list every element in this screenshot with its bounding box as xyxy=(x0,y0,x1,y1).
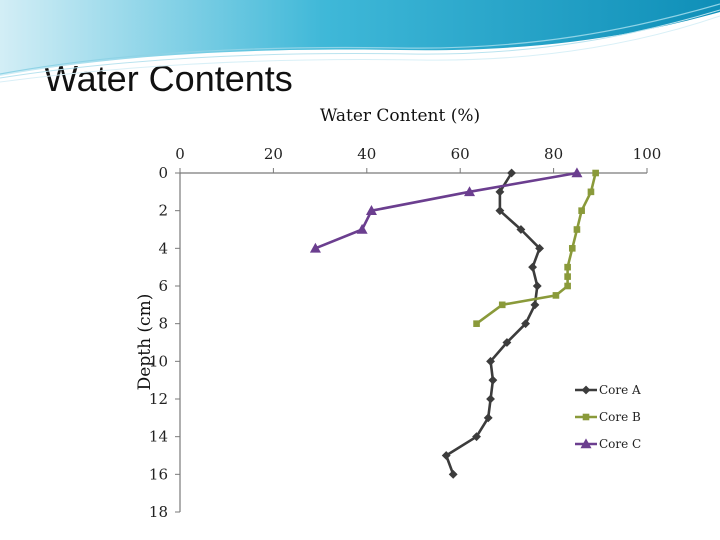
legend-item-core-c: Core C xyxy=(575,437,641,451)
header-wave-decoration xyxy=(0,0,720,83)
data-point-core-c xyxy=(571,167,583,178)
y-tick-label: 14 xyxy=(149,428,168,446)
series-core-a xyxy=(441,168,545,479)
data-point-core-c xyxy=(356,223,368,234)
x-tick-label: 0 xyxy=(175,145,185,163)
x-tick-label: 80 xyxy=(544,145,563,163)
legend-label: Core B xyxy=(599,410,641,424)
data-point-core-a xyxy=(441,451,451,460)
data-point-core-a xyxy=(532,281,542,291)
y-tick-label: 2 xyxy=(158,202,168,220)
series-line-core-c xyxy=(314,171,578,250)
y-tick-label: 10 xyxy=(149,352,168,370)
legend-item-core-b: Core B xyxy=(575,410,641,424)
data-point-core-a xyxy=(495,187,505,197)
data-point-core-b xyxy=(473,320,480,327)
data-point-core-a xyxy=(495,206,505,216)
legend-marker xyxy=(580,438,592,449)
y-tick-label: 18 xyxy=(149,503,168,521)
series-core-c xyxy=(309,167,583,253)
data-point-core-a xyxy=(502,338,512,347)
y-tick-label: 16 xyxy=(149,465,168,483)
x-tick-label: 40 xyxy=(357,145,376,163)
data-point-core-a xyxy=(528,262,538,272)
data-point-core-b xyxy=(564,282,571,290)
data-point-core-c xyxy=(309,242,321,253)
data-point-core-a xyxy=(521,319,531,329)
data-point-core-a xyxy=(530,300,540,310)
data-point-core-a xyxy=(472,432,481,442)
data-point-core-a xyxy=(486,394,495,404)
y-tick-label: 0 xyxy=(158,164,168,182)
data-point-core-a xyxy=(516,225,526,234)
axes: 0 20 40 60 80 100 0 2 4 6 8 10 12 14 16 18 xyxy=(149,145,661,521)
data-point-core-a xyxy=(483,413,493,423)
y-tick-label: 12 xyxy=(149,390,168,408)
legend-marker xyxy=(582,413,590,421)
data-point-core-c xyxy=(464,186,476,197)
y-tick-label: 8 xyxy=(158,315,168,333)
data-point-core-b xyxy=(564,263,571,271)
x-tick-label: 60 xyxy=(451,145,470,163)
data-point-core-b xyxy=(573,226,581,233)
data-point-core-b xyxy=(587,188,595,196)
data-point-core-b xyxy=(592,169,599,177)
data-point-core-a xyxy=(448,469,458,479)
series-layer xyxy=(309,167,599,479)
data-point-core-c xyxy=(365,205,377,215)
slide-title: Water Contents xyxy=(44,58,293,99)
y-tick-label: 6 xyxy=(158,277,168,295)
legend-label: Core A xyxy=(599,383,641,397)
data-point-core-b xyxy=(498,301,506,309)
data-point-core-b xyxy=(578,207,585,214)
data-point-core-a xyxy=(507,168,516,178)
legend: Core A Core B Core C xyxy=(575,383,641,451)
y-tick-label: 4 xyxy=(158,239,168,257)
legend-marker xyxy=(581,385,591,395)
data-point-core-b xyxy=(568,245,576,252)
x-tick-label: 20 xyxy=(264,145,283,163)
data-point-core-a xyxy=(535,243,545,253)
x-tick-label: 100 xyxy=(633,145,662,163)
series-core-b xyxy=(473,169,599,327)
data-point-core-b xyxy=(564,273,571,280)
data-point-core-a xyxy=(486,356,495,366)
data-point-core-b xyxy=(552,292,560,299)
legend-item-core-a: Core A xyxy=(575,383,641,397)
y-axis-label: Depth (cm) xyxy=(135,294,155,391)
data-point-core-a xyxy=(488,375,498,385)
legend-label: Core C xyxy=(599,437,641,451)
chart-title: Water Content (%) xyxy=(320,106,480,126)
